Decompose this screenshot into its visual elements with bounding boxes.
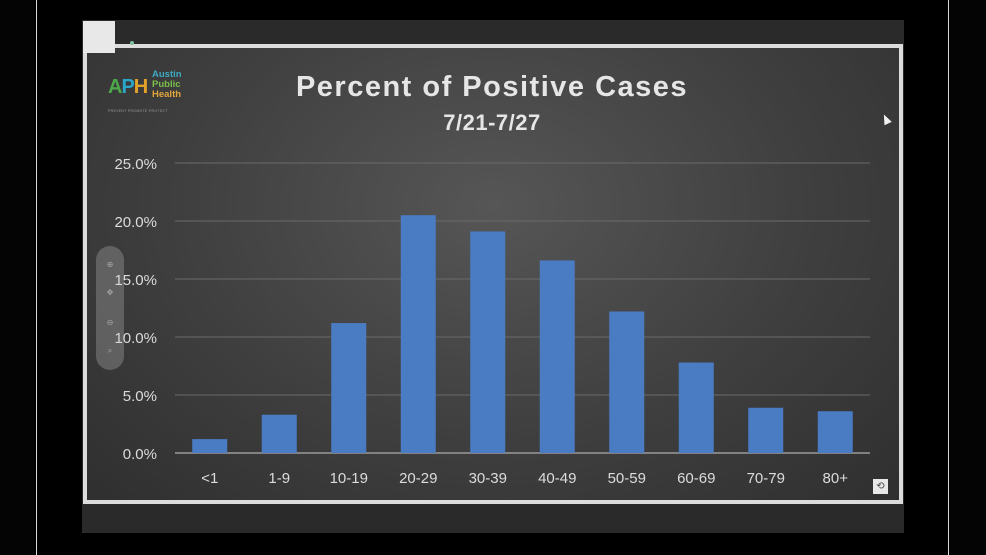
bar	[331, 323, 367, 453]
x-tick-label: 1-9	[268, 470, 290, 487]
bar	[192, 439, 228, 453]
y-tick-label: 20.0%	[114, 214, 157, 231]
bar	[678, 362, 714, 453]
restore-icon[interactable]: ⟲	[873, 479, 888, 494]
logo-letter-h: H	[133, 76, 148, 98]
x-tick-label: 70-79	[747, 470, 785, 487]
logo-word-public: Public	[152, 79, 181, 90]
search-icon[interactable]: ⌕	[107, 346, 113, 355]
zoom-toolbar[interactable]: ⊕ ✥ ⊖ ⌕	[96, 246, 124, 370]
bar	[539, 260, 575, 453]
chart-title: Percent of Positive Cases	[295, 71, 689, 103]
bar	[748, 407, 784, 453]
frame-border-right	[948, 0, 949, 555]
pan-icon[interactable]: ✥	[106, 288, 114, 297]
x-tick-label: 30-39	[469, 470, 507, 487]
x-tick-label: 60-69	[677, 470, 715, 487]
logo-letter-p: P	[121, 76, 134, 98]
status-dot-icon	[130, 41, 134, 45]
y-tick-label: 10.0%	[114, 330, 157, 347]
bar	[261, 414, 297, 453]
zoom-in-icon[interactable]: ⊕	[106, 260, 114, 269]
frame-border-left	[36, 0, 37, 555]
window-corner-tile[interactable]	[83, 21, 115, 53]
chart-subtitle: 7/21-7/27	[443, 110, 541, 135]
logo-word-health: Health	[152, 89, 182, 100]
logo-letter-a: A	[108, 76, 122, 98]
bar	[470, 231, 506, 453]
x-tick-label: 50-59	[608, 470, 646, 487]
logo-words: Austin Public Health	[152, 70, 182, 100]
logo-mark: APH	[108, 76, 148, 99]
y-tick-label: 0.0%	[123, 446, 157, 463]
zoom-out-icon[interactable]: ⊖	[106, 318, 114, 327]
x-tick-label: 40-49	[538, 470, 576, 487]
bar	[609, 311, 645, 453]
letterbox-right	[950, 0, 986, 555]
x-tick-label: <1	[201, 470, 218, 487]
x-tick-label: 20-29	[399, 470, 437, 487]
austin-public-health-logo: APH Austin Public Health PREVENT PROMOTE…	[108, 70, 192, 116]
logo-tagline: PREVENT PROMOTE PROTECT	[108, 109, 168, 113]
letterbox-left	[0, 0, 34, 555]
y-tick-label: 25.0%	[114, 156, 157, 173]
x-tick-label: 80+	[823, 470, 849, 487]
y-tick-label: 15.0%	[114, 272, 157, 289]
x-tick-label: 10-19	[330, 470, 368, 487]
y-tick-label: 5.0%	[123, 388, 157, 405]
bar	[817, 411, 853, 453]
logo-word-austin: Austin	[152, 69, 182, 80]
bar	[400, 215, 436, 453]
